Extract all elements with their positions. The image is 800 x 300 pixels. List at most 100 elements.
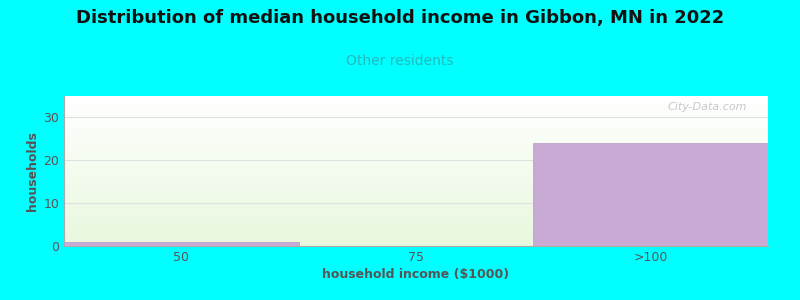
Bar <box>64 240 768 242</box>
Bar <box>64 230 768 231</box>
Bar <box>64 123 768 124</box>
Bar <box>64 147 768 148</box>
Bar <box>64 188 768 189</box>
Bar <box>64 112 768 114</box>
Bar <box>64 132 768 134</box>
Bar <box>64 111 768 112</box>
Bar <box>64 142 768 144</box>
Bar <box>64 103 768 105</box>
Bar <box>64 242 768 243</box>
Bar <box>64 108 768 110</box>
Text: Distribution of median household income in Gibbon, MN in 2022: Distribution of median household income … <box>76 9 724 27</box>
Bar <box>64 190 768 192</box>
Bar <box>64 243 768 244</box>
Bar <box>64 126 768 128</box>
Bar <box>534 143 768 246</box>
Bar <box>64 140 768 141</box>
Bar <box>64 208 768 210</box>
Bar <box>64 122 768 123</box>
Bar <box>64 158 768 159</box>
Bar <box>64 146 768 147</box>
Bar <box>64 118 768 120</box>
Bar <box>64 195 768 196</box>
Bar <box>64 237 768 238</box>
Bar <box>64 189 768 190</box>
Bar <box>64 186 768 188</box>
Bar <box>64 183 768 184</box>
Bar <box>64 153 768 154</box>
Bar <box>64 178 768 180</box>
Bar <box>64 150 768 152</box>
Bar <box>64 167 768 168</box>
Bar <box>64 165 768 166</box>
Bar <box>64 159 768 160</box>
X-axis label: household income ($1000): household income ($1000) <box>322 268 510 281</box>
Bar <box>64 192 768 194</box>
Bar <box>64 194 768 195</box>
Bar <box>64 171 768 172</box>
Bar <box>64 130 768 132</box>
Bar <box>64 182 768 183</box>
Bar <box>64 212 768 213</box>
Bar <box>64 244 768 246</box>
Bar <box>64 135 768 136</box>
Bar <box>64 202 768 204</box>
Bar <box>64 214 768 216</box>
Bar <box>64 236 768 237</box>
Bar <box>64 144 768 146</box>
Bar <box>64 200 768 201</box>
Bar <box>64 117 768 118</box>
Bar <box>64 219 768 220</box>
Bar <box>64 106 768 108</box>
Bar <box>64 168 768 170</box>
Bar <box>64 160 768 162</box>
Bar <box>64 232 768 234</box>
Bar <box>64 162 768 164</box>
Bar <box>64 222 768 224</box>
Bar <box>64 210 768 212</box>
Y-axis label: households: households <box>26 131 39 211</box>
Bar <box>64 220 768 222</box>
Bar <box>64 225 768 226</box>
Bar <box>64 198 768 200</box>
Bar <box>64 152 768 153</box>
Bar <box>64 213 768 214</box>
Bar <box>64 156 768 158</box>
Bar <box>64 204 768 206</box>
Bar <box>64 207 768 208</box>
Text: Other residents: Other residents <box>346 54 454 68</box>
Bar <box>64 206 768 207</box>
Bar <box>64 177 768 178</box>
Bar <box>64 96 768 98</box>
Text: City-Data.com: City-Data.com <box>667 102 747 112</box>
Bar <box>64 228 768 230</box>
Bar <box>64 201 768 202</box>
Bar <box>64 114 768 116</box>
Bar <box>64 99 768 100</box>
Bar <box>64 110 768 111</box>
Bar <box>64 224 768 225</box>
Bar <box>64 98 768 99</box>
Bar <box>64 154 768 156</box>
Bar <box>64 138 768 140</box>
Bar <box>64 128 768 129</box>
Bar <box>64 176 768 177</box>
Bar <box>64 226 768 228</box>
Bar <box>64 234 768 236</box>
Bar <box>64 136 768 138</box>
Bar <box>64 120 768 122</box>
Bar <box>64 148 768 150</box>
Bar <box>64 231 768 232</box>
Bar <box>64 218 768 219</box>
Bar <box>64 174 768 176</box>
Bar <box>64 180 768 182</box>
Bar <box>64 141 768 142</box>
Bar <box>64 184 768 186</box>
Bar <box>64 238 768 240</box>
Bar <box>64 129 768 130</box>
Bar <box>64 116 768 117</box>
Bar <box>64 164 768 165</box>
Bar <box>64 124 768 126</box>
Bar <box>64 242 298 246</box>
Bar <box>64 196 768 198</box>
